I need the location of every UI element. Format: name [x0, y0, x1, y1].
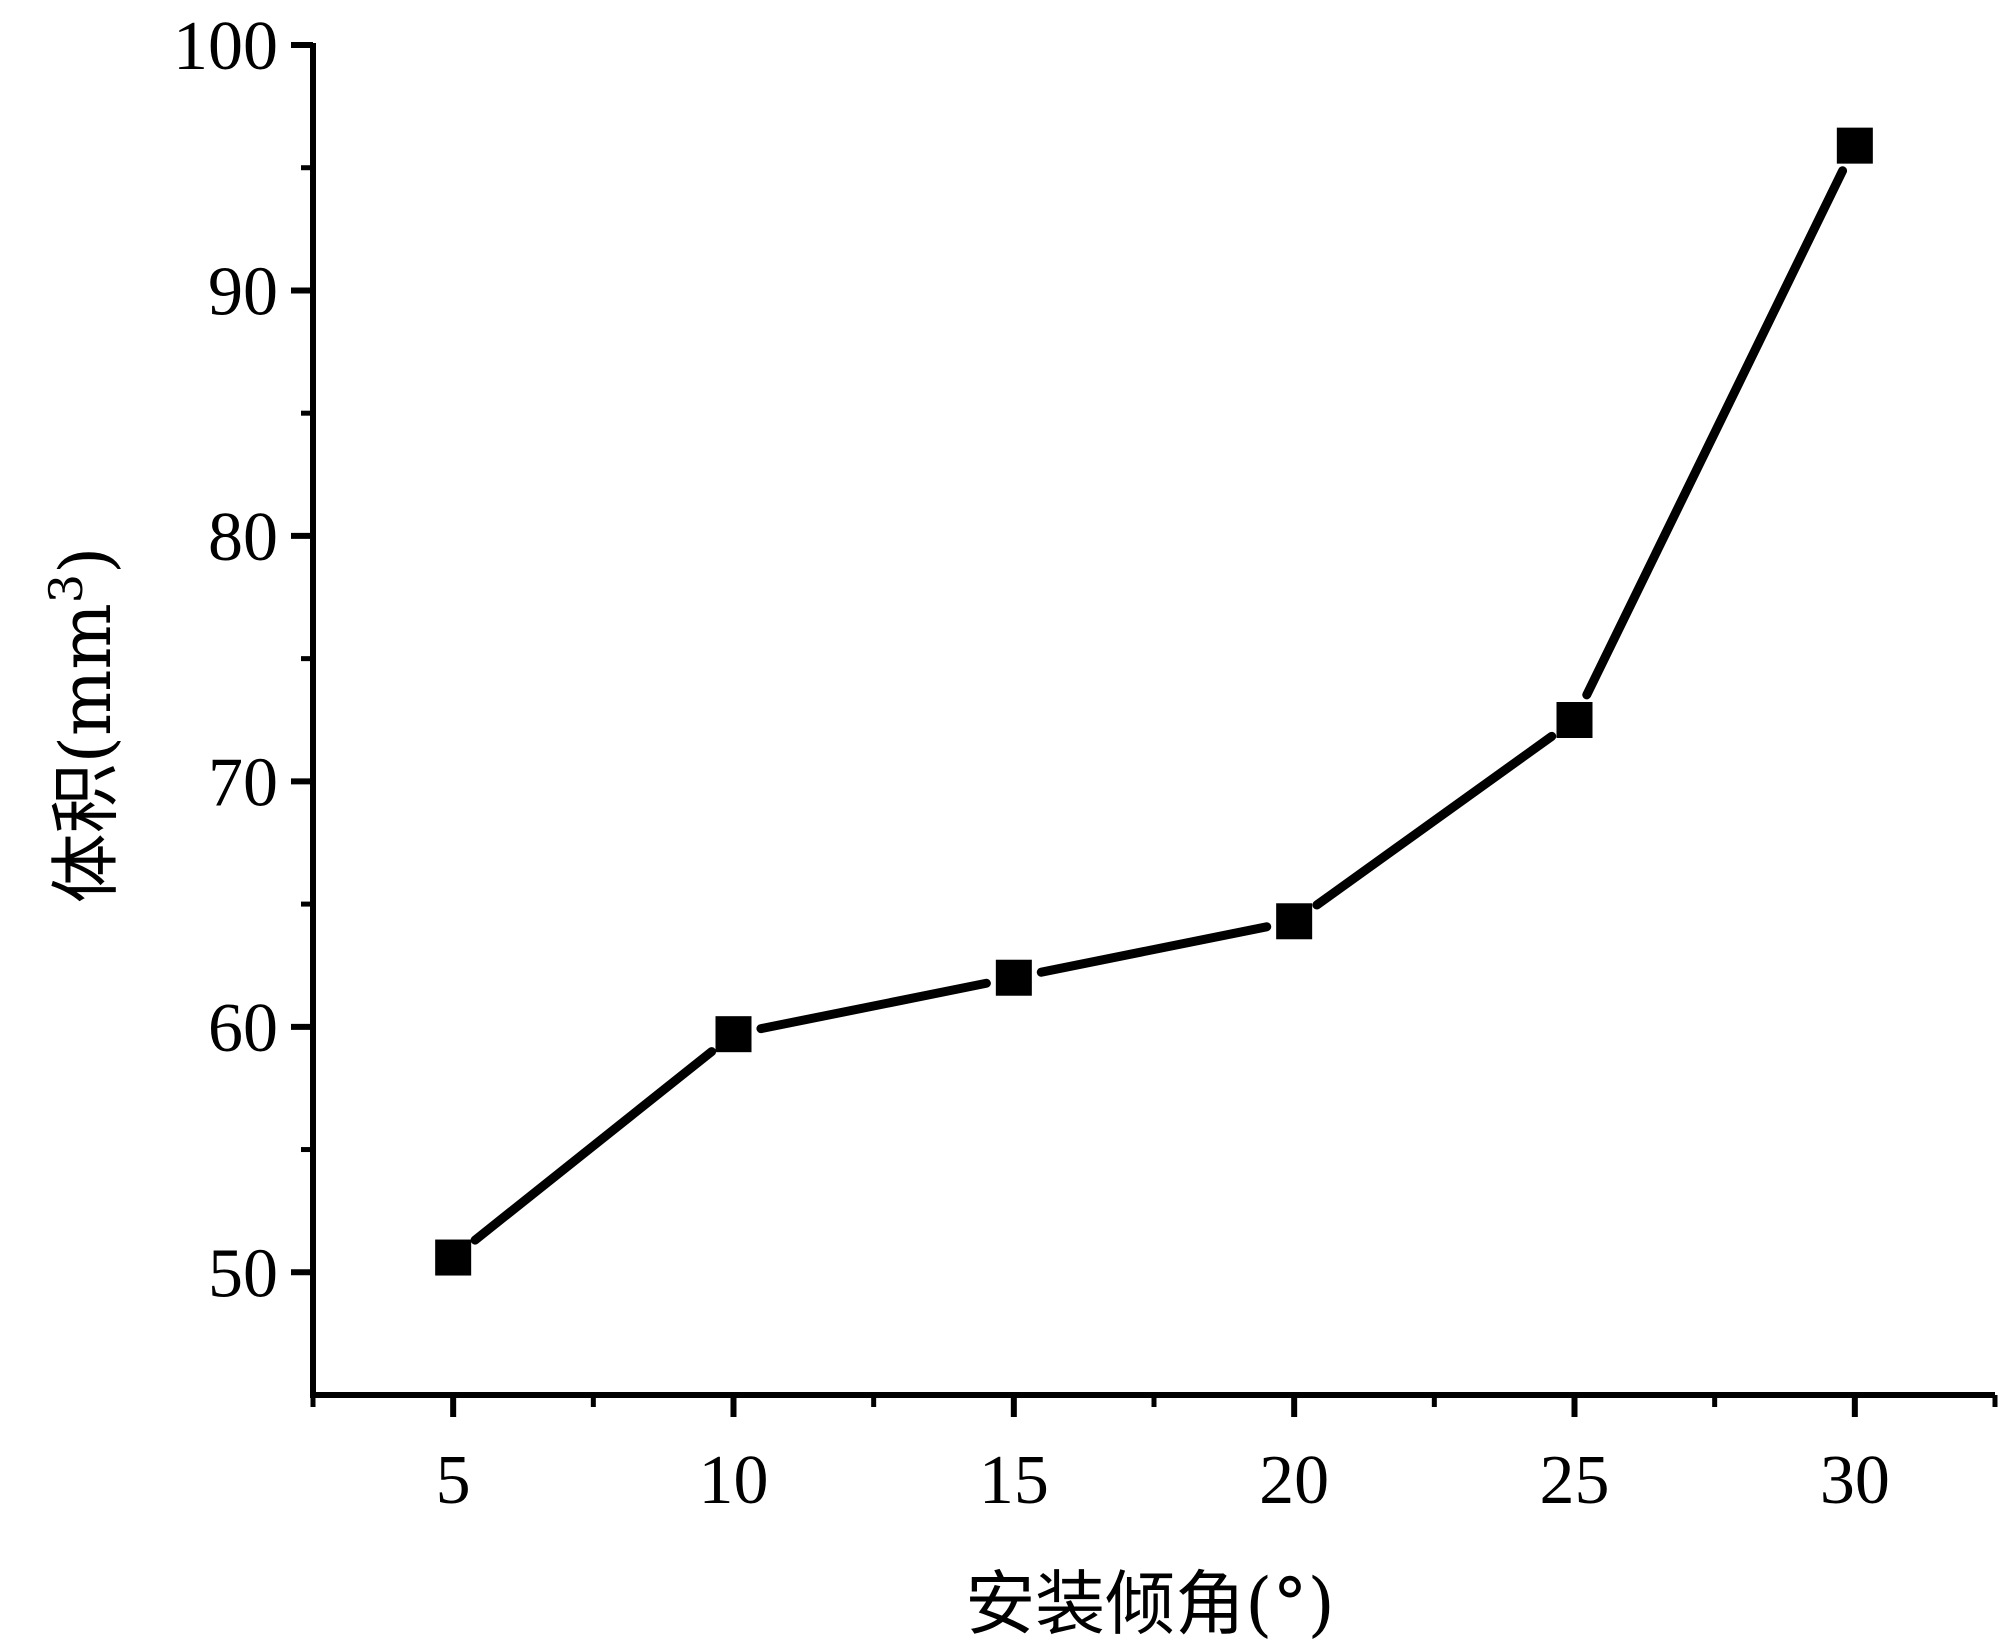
- data-point: [1836, 127, 1873, 164]
- x-tick-label: 20: [1259, 1442, 1329, 1519]
- x-tick-label: 15: [979, 1442, 1049, 1519]
- x-axis-title: 安装倾角(°): [965, 1563, 1335, 1641]
- y-tick-label: 50: [208, 1235, 278, 1312]
- series-line-segment: [1312, 731, 1557, 910]
- x-tick-label: 30: [1820, 1442, 1890, 1519]
- axes: [310, 43, 1995, 1398]
- series-line-segment: [470, 1047, 717, 1245]
- ticks: 50 60 70 80 90 100 5 10 15 20 25 30: [173, 8, 1998, 1519]
- data-point: [1276, 903, 1313, 940]
- x-tick-label: 10: [699, 1442, 769, 1519]
- y-tick-label: 60: [208, 990, 278, 1067]
- x-tick-label: 25: [1540, 1442, 1610, 1519]
- series-line-segment: [756, 978, 991, 1034]
- y-axis-title-main: 体积(mm: [45, 603, 127, 903]
- x-tick-label: 5: [436, 1442, 471, 1519]
- y-tick-label: 80: [208, 499, 278, 576]
- y-tick-label: 70: [208, 744, 278, 821]
- series-line-segment: [1036, 922, 1272, 977]
- series-line-segment: [1582, 166, 1848, 700]
- data-point: [435, 1239, 472, 1276]
- y-tick-label: 90: [208, 253, 278, 330]
- series: [435, 127, 1873, 1276]
- y-axis-title: 体积(mm3): [39, 547, 127, 904]
- data-point: [1556, 702, 1593, 738]
- data-point: [715, 1016, 752, 1053]
- y-tick-label: 100: [173, 8, 278, 85]
- data-point: [995, 959, 1032, 996]
- y-axis-title-superscript: 3: [39, 574, 93, 603]
- y-axis-title-end: ): [45, 547, 127, 574]
